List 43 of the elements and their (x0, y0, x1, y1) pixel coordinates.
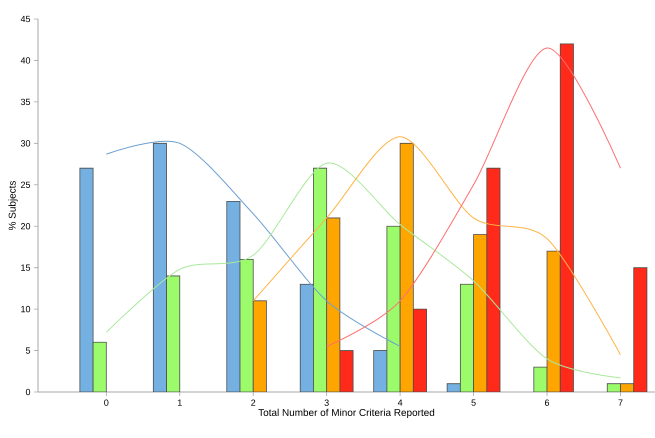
bar (412, 308, 427, 392)
y-tick-label: 45 (20, 16, 30, 22)
x-axis-title: Total Number of Minor Criteria Reported (258, 408, 434, 418)
line-series (106, 162, 621, 378)
bar (546, 250, 561, 392)
bar (633, 267, 648, 392)
y-tick-label: 40 (20, 57, 30, 64)
bar (533, 366, 548, 392)
bar (152, 142, 167, 392)
x-tick-label: 4 (398, 400, 402, 406)
x-tick-label: 2 (251, 400, 256, 406)
bar (373, 350, 388, 392)
x-tick-label: 1 (178, 400, 182, 406)
line-series (252, 136, 621, 356)
bar (486, 168, 500, 392)
bar (300, 284, 314, 392)
bar (473, 234, 488, 392)
y-tick-label: 35 (20, 98, 30, 106)
bar (560, 43, 574, 392)
y-tick-label: 10 (21, 306, 30, 312)
bar (240, 258, 254, 392)
y-tick-label: 15 (21, 264, 30, 271)
x-tick-label: 6 (544, 400, 550, 406)
bar (79, 168, 94, 392)
bar (252, 300, 267, 392)
y-tick-label: 30 (20, 140, 30, 147)
x-tick-label: 3 (324, 400, 329, 406)
y-axis-title: % Subjects (8, 180, 18, 230)
bar (166, 276, 180, 392)
y-tick-label: 20 (20, 223, 30, 230)
x-tick-label: 7 (618, 400, 623, 406)
y-tick-label: 0 (26, 388, 30, 396)
x-tick-label: 0 (104, 400, 108, 406)
bar (226, 200, 240, 392)
y-tick-label: 25 (20, 182, 30, 188)
line-series (326, 48, 621, 347)
x-tick-label: 5 (471, 400, 476, 406)
bar (326, 218, 340, 392)
bar (92, 342, 107, 392)
bar (400, 142, 414, 392)
bar (460, 284, 474, 392)
bar (313, 168, 328, 392)
y-tick-label: 5 (26, 347, 30, 354)
